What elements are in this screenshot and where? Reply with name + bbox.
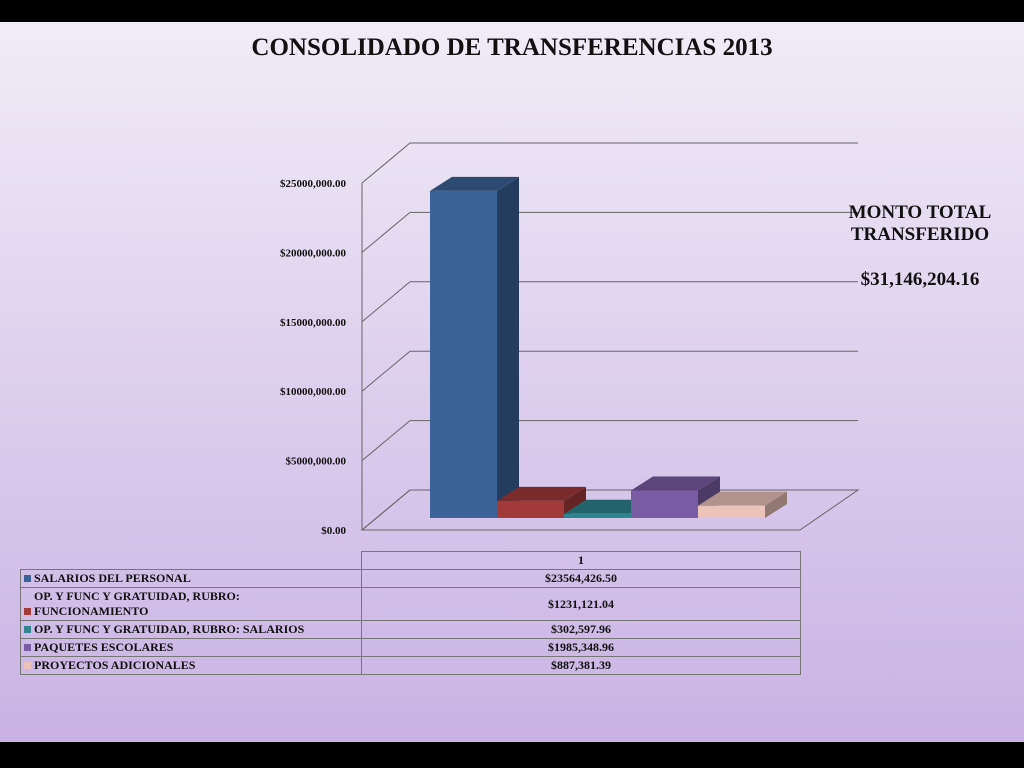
bar-front [497,500,564,518]
annotation: $31,146,204.16 [860,269,980,290]
slide: $0.00 $5000,000.00 $10000,000.00 $15000,000… [0,22,1024,742]
legend-label: SALARIOS DEL PERSONAL [34,571,191,585]
bar [698,491,787,518]
table-row: 1 [21,551,801,570]
table-row: SALARIOS DEL PERSONAL $23564,426.50 [20,569,801,588]
bar [430,176,519,518]
legend-cell: SALARIOS DEL PERSONAL [20,569,362,588]
legend-swatch [24,575,31,582]
data-table: 1 SALARIOS DEL PERSONAL $23564,426.50 OP. Y… [20,551,801,675]
bar-front [698,505,765,518]
legend-cell: OP. Y FUNC Y GRATUIDAD, RUBRO: SALARIOS [20,620,362,639]
legend-swatch [24,608,31,615]
table-row: PROYECTOS ADICIONALES $887,381.39 [20,656,801,675]
chart: $0.00 $5000,000.00 $10000,000.00 $15000,000… [280,142,860,537]
bar-top [497,486,586,501]
value-label: $1985,348.96 [361,638,801,657]
category-label: 1 [361,551,801,570]
legend-cell: PAQUETES ESCOLARES [20,638,362,657]
value-label: $887,381.39 [361,656,801,675]
bar-top [564,499,653,514]
bar [631,476,720,518]
annotation: MONTO TOTAL TRANSFERIDO [848,202,992,245]
bar-front [564,513,631,518]
grid-line [361,489,411,531]
legend-cell: OP. Y FUNC Y GRATUIDAD, RUBRO: FUNCIONAM… [20,587,362,621]
grid-line [361,350,411,392]
y-tick-label: $10000,000.00 [280,386,347,398]
y-tick-label: $5000,000.00 [286,456,347,468]
legend-swatch [24,626,31,633]
grid-line [361,212,411,253]
value-label: $23564,426.50 [361,569,801,588]
grid-line [361,142,411,184]
table-row: PAQUETES ESCOLARES $1985,348.96 [20,638,801,657]
chart-title: CONSOLIDADO DE TRANSFERENCIAS 2013 [251,34,773,61]
y-tick-label: $25000,000.00 [280,178,347,190]
bar-front [631,490,698,518]
bar-top [430,176,519,191]
bar-top [698,491,787,506]
legend-label: OP. Y FUNC Y GRATUIDAD, RUBRO: FUNCIONAM… [34,589,240,618]
bar [497,486,586,518]
grid-line [361,420,411,461]
value-label: $1231,121.04 [361,587,801,621]
table-row: OP. Y FUNC Y GRATUIDAD, RUBRO: FUNCIONAM… [20,587,801,621]
grid-line [361,281,411,323]
legend-cell: PROYECTOS ADICIONALES [20,656,362,675]
legend-swatch [24,662,31,669]
legend-label: OP. Y FUNC Y GRATUIDAD, RUBRO: SALARIOS [34,622,305,636]
y-tick-label: $15000,000.00 [280,317,347,329]
value-label: $302,597.96 [361,620,801,639]
legend-label: PAQUETES ESCOLARES [34,640,174,654]
bar-side [497,176,519,518]
table-row: OP. Y FUNC Y GRATUIDAD, RUBRO: SALARIOS $… [20,620,801,639]
bar-side [765,491,787,518]
bar-top [631,476,720,491]
legend-label: PROYECTOS ADICIONALES [34,658,196,672]
bar-front [430,190,497,518]
y-tick-label: $0.00 [321,525,346,537]
bar-side [564,486,586,518]
table-cell [21,552,362,570]
y-tick-label: $20000,000.00 [280,247,347,259]
legend-swatch [24,644,31,651]
